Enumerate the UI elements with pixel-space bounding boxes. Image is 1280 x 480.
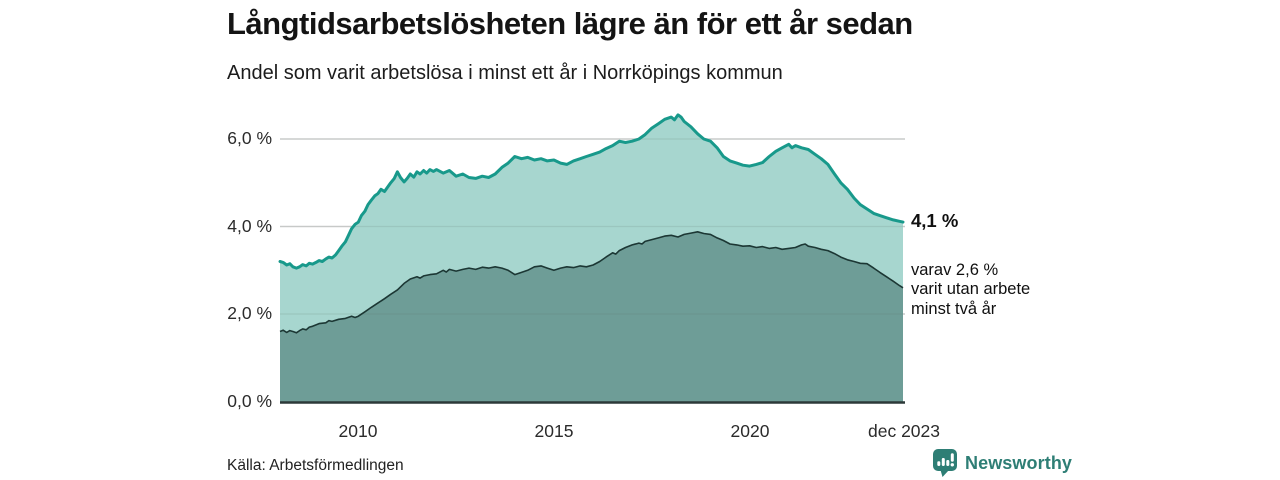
y-axis-label: 2,0 % [227, 303, 272, 323]
series-line-minst-tva-ar [279, 231, 904, 334]
chart-subtitle: Andel som varit arbetslösa i minst ett å… [227, 62, 783, 84]
gridlines-overlay [280, 138, 905, 315]
y-axis-label: 6,0 % [227, 128, 272, 148]
newsworthy-icon [933, 449, 957, 477]
x-axis-label: dec 2023 [867, 421, 941, 441]
x-axis-label: 2020 [730, 421, 770, 441]
newsworthy-wordmark: Newsworthy [965, 452, 1073, 473]
latest-value-annotation: 4,1 % [911, 210, 959, 231]
series-line-minst-ett-ar [278, 113, 905, 270]
newsworthy-logo: Newsworthy [932, 448, 1072, 478]
page-title: Långtidsarbetslösheten lägre än för ett … [227, 6, 913, 41]
y-axis-label: 0,0 % [227, 390, 272, 411]
y-axis-label: 4,0 % [227, 215, 272, 236]
x-axis-label: 2015 [534, 421, 574, 441]
x-axis-label: 2010 [338, 421, 378, 441]
subset-value-annotation: varav 2,6 % varit utan arbete minst två … [911, 261, 1031, 318]
source-caption: Källa: Arbetsförmedlingen [227, 457, 404, 474]
